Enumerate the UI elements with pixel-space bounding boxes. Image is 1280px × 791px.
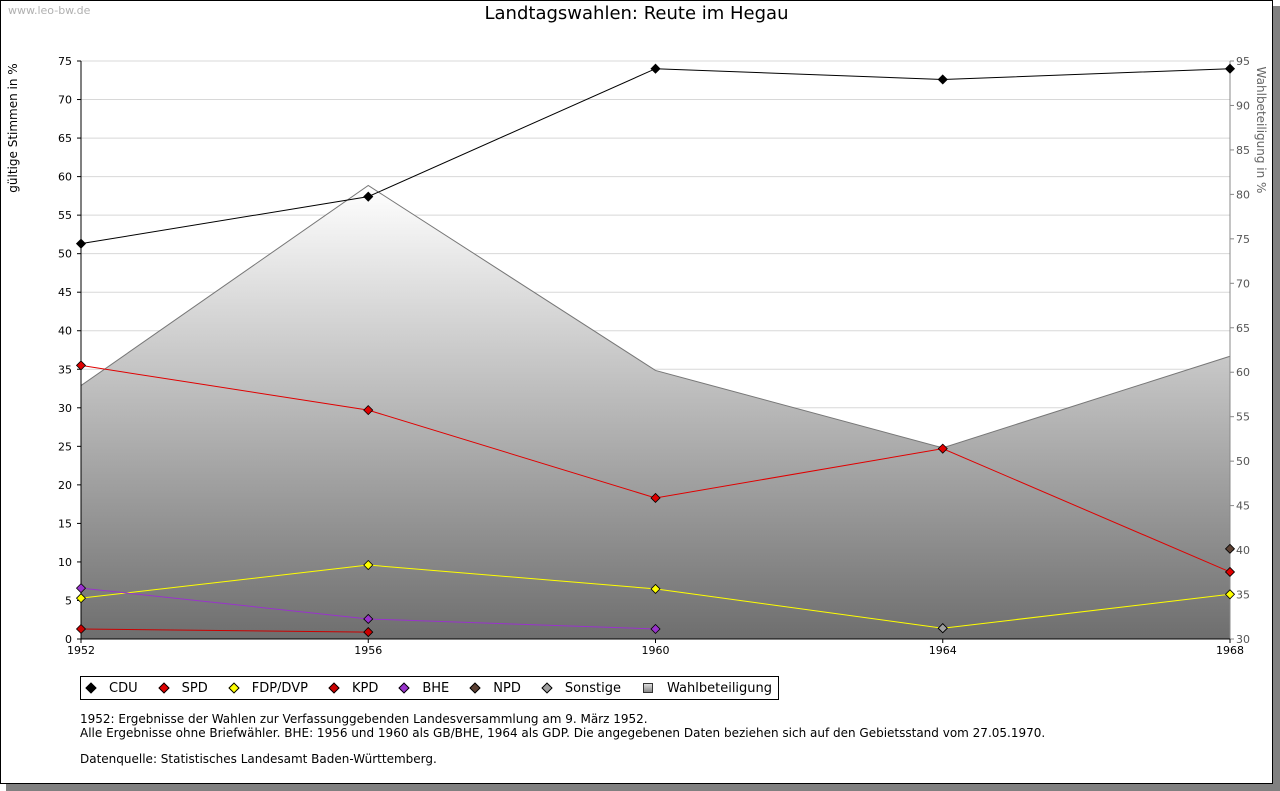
- chart-title: Landtagswahlen: Reute im Hegau: [484, 3, 789, 24]
- legend-label-fdp-dvp: FDP/DVP: [251, 680, 308, 696]
- point-fdp-dvp-1968: [1224, 589, 1236, 600]
- legend-label-wahlbeteiligung: Wahlbeteiligung: [667, 680, 773, 696]
- y-tick-label-left-5: 5: [65, 594, 72, 607]
- watermark: www.leo-bw.de: [8, 4, 91, 17]
- legend-marker-sonstige: [541, 682, 553, 694]
- point-cdu-1964: [937, 74, 948, 85]
- legend-item-kpd: KPD: [328, 680, 379, 696]
- axis-layer: 0 5 10 15 20 25 30 35 40 45 50 55 60 65 70 75 30 35 40 45 50…: [58, 55, 1250, 657]
- point-bhe-1952: [75, 583, 87, 594]
- legend-item-sonstige: Sonstige: [541, 680, 622, 696]
- y-tick-label-left-0: 0: [65, 633, 72, 646]
- y-tick-label-left-30: 30: [58, 402, 72, 415]
- y-tick-label-right-75: 75: [1236, 233, 1250, 246]
- y-tick-label-right-80: 80: [1236, 188, 1250, 201]
- y-tick-label-left-35: 35: [58, 363, 72, 376]
- legend-marker-wahlbeteiligung: [643, 683, 654, 693]
- series-line-cdu: [80, 68, 1231, 245]
- point-sonstige-1964: [937, 623, 948, 634]
- y-tick-label-right-45: 45: [1236, 500, 1250, 513]
- y-tick-label-left-10: 10: [58, 556, 72, 569]
- y-tick-label-right-60: 60: [1236, 366, 1250, 379]
- legend-label-kpd: KPD: [351, 680, 379, 696]
- y-tick-label-right-65: 65: [1236, 322, 1250, 335]
- legend-marker-spd: [157, 682, 170, 694]
- legend-item-fdp-dvp: FDP/DVP: [228, 680, 308, 696]
- legend-item-npd: NPD: [469, 680, 521, 696]
- y-tick-label-right-55: 55: [1236, 411, 1250, 424]
- frame-shadow-right: [1273, 6, 1280, 791]
- y-tick-label-right-50: 50: [1236, 455, 1250, 468]
- point-fdp-dvp-1960: [650, 583, 661, 594]
- legend-marker-npd: [469, 682, 481, 694]
- y-tick-label-right-30: 30: [1236, 633, 1250, 646]
- y-tick-label-left-20: 20: [58, 479, 72, 492]
- legend-label-npd: NPD: [493, 680, 521, 696]
- y-tick-label-left-70: 70: [58, 94, 72, 107]
- legend-marker-kpd: [328, 682, 340, 694]
- footnote-general: Alle Ergebnisse ohne Briefwähler. BHE: 1…: [80, 726, 1046, 740]
- legend-item-bhe: BHE: [398, 680, 450, 696]
- legend-item-wahlbeteiligung: Wahlbeteiligung: [643, 681, 772, 696]
- x-tick-label-1952: 1952: [67, 644, 95, 657]
- series-line-kpd: [80, 628, 369, 633]
- point-cdu-1956: [363, 191, 374, 202]
- x-tick-label-1968: 1968: [1216, 644, 1244, 657]
- y-tick-label-left-60: 60: [58, 171, 72, 184]
- x-tick-label-1964: 1964: [929, 644, 957, 657]
- frame-shadow-bottom: [6, 784, 1280, 791]
- series-layer: [75, 63, 1236, 638]
- point-fdp-dvp-1952: [75, 593, 87, 604]
- y-tick-label-left-50: 50: [58, 248, 72, 261]
- footnotes: 1952: Ergebnisse der Wahlen zur Verfassu…: [80, 712, 1045, 740]
- legend-label-spd: SPD: [181, 680, 208, 696]
- point-cdu-1968: [1224, 63, 1236, 74]
- y-tick-label-right-90: 90: [1236, 99, 1250, 112]
- point-kpd-1952: [75, 623, 87, 635]
- point-fdp-dvp-1956: [363, 559, 374, 571]
- point-npd-1968: [1224, 543, 1236, 554]
- y-tick-label-right-35: 35: [1236, 589, 1250, 602]
- legend-marker-bhe: [398, 682, 410, 694]
- y-tick-label-left-15: 15: [58, 517, 72, 530]
- point-cdu-1960: [650, 63, 661, 74]
- point-bhe-1956: [363, 613, 374, 625]
- legend-label-sonstige: Sonstige: [564, 680, 622, 696]
- point-bhe-1960: [650, 623, 661, 635]
- y-tick-label-right-70: 70: [1236, 277, 1250, 290]
- y-tick-label-left-45: 45: [58, 286, 72, 299]
- y-tick-label-left-25: 25: [58, 440, 72, 453]
- y-tick-label-left-55: 55: [58, 209, 72, 222]
- point-spd-1960: [650, 492, 661, 504]
- legend-marker-fdp-dvp: [228, 682, 240, 694]
- point-spd-1956: [363, 405, 374, 416]
- legend-label-cdu: CDU: [109, 680, 138, 696]
- area-layer: [80, 184, 1231, 639]
- y-tick-label-right-85: 85: [1236, 144, 1250, 157]
- data-source: Datenquelle: Statistisches Landesamt Bad…: [80, 752, 437, 766]
- legend-item-spd: SPD: [157, 680, 208, 696]
- y-tick-label-right-95: 95: [1236, 55, 1250, 68]
- legend: CDU SPD FDP/DVP KPD BHE NPD Sonstige Wah…: [80, 676, 780, 700]
- y-tick-label-left-75: 75: [58, 55, 72, 68]
- point-cdu-1952: [75, 238, 87, 249]
- area-wahlbeteiligung: [81, 185, 1230, 639]
- legend-label-bhe: BHE: [422, 680, 450, 696]
- area-wahlbeteiligung-outline: [80, 184, 1231, 449]
- point-spd-1968: [1224, 566, 1236, 578]
- legend-marker-cdu: [85, 682, 97, 694]
- point-spd-1952: [75, 360, 87, 371]
- y-tick-label-left-65: 65: [58, 132, 72, 145]
- x-tick-label-1956: 1956: [354, 644, 382, 657]
- y-tick-label-right-40: 40: [1236, 544, 1250, 557]
- point-kpd-1956: [363, 626, 374, 638]
- x-tick-label-1960: 1960: [642, 644, 670, 657]
- footnote-1952: 1952: Ergebnisse der Wahlen zur Verfassu…: [80, 712, 648, 726]
- legend-item-cdu: CDU: [85, 680, 138, 696]
- y-tick-label-left-40: 40: [58, 325, 72, 338]
- point-spd-1964: [937, 443, 948, 454]
